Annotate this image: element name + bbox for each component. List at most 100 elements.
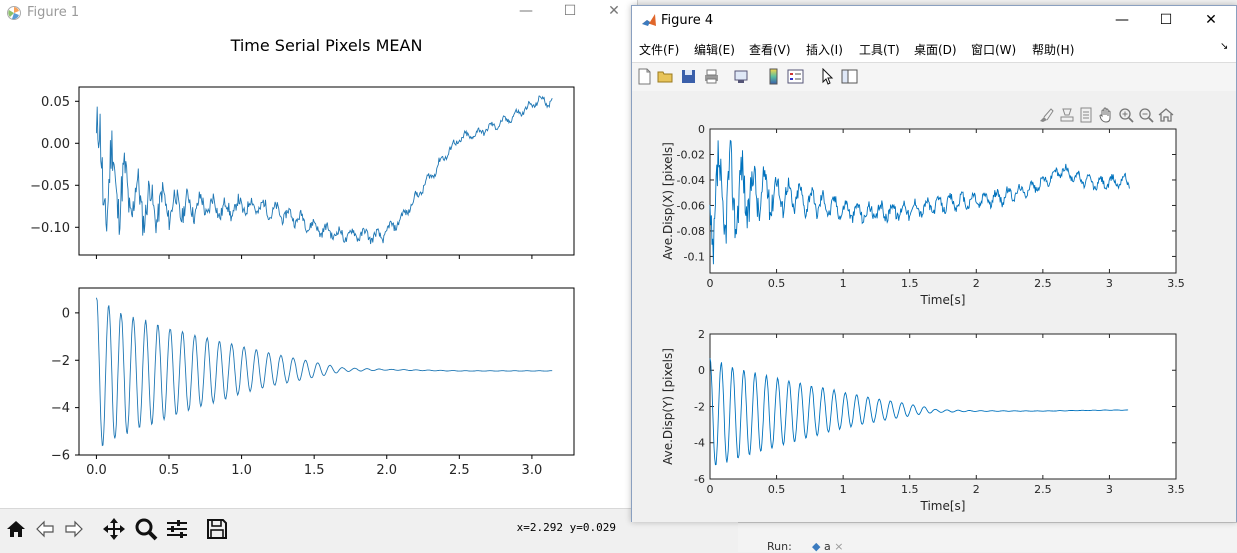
- zoom-in-icon[interactable]: [1118, 107, 1134, 123]
- y-tick-label: −6: [51, 449, 70, 464]
- menu-insert[interactable]: 插入(I): [806, 43, 843, 57]
- edit-plot-icon[interactable]: [819, 68, 836, 85]
- axes-frame: [78, 86, 575, 256]
- save-button[interactable]: [203, 515, 231, 543]
- menu-window[interactable]: 窗口(W): [971, 43, 1017, 57]
- x-tick-label: 0.5: [159, 463, 180, 478]
- x-tick-label: 2: [973, 277, 980, 290]
- x-tick-label: 1: [840, 483, 847, 496]
- configure-subplots-button[interactable]: [163, 515, 191, 543]
- y-tick-label: 0: [698, 364, 705, 377]
- figure4-maximize-button[interactable]: ☐: [1159, 12, 1173, 28]
- x-tick-label: 1.5: [901, 277, 919, 290]
- menu-help[interactable]: 帮助(H): [1032, 43, 1075, 57]
- y-tick-label: −0.05: [30, 179, 70, 194]
- menu-tools[interactable]: 工具(T): [859, 43, 900, 57]
- y-tick-label: -0.02: [677, 148, 705, 161]
- y-tick-label: 0: [698, 123, 705, 136]
- x-tick-label: 2.5: [1034, 277, 1052, 290]
- x-tick-label: 1.0: [231, 463, 252, 478]
- x-tick-label: 0.5: [768, 277, 786, 290]
- y-tick-label: −0.10: [30, 221, 70, 236]
- y-axis-label: Ave.Disp(Y) [pixels]: [661, 348, 675, 465]
- open-icon[interactable]: [657, 68, 674, 85]
- series-line: [709, 139, 1130, 265]
- matlab-logo-icon: [642, 14, 656, 26]
- run-label: Run:: [767, 540, 792, 553]
- x-tick-label: 2.5: [449, 463, 470, 478]
- figure1-minimize-button[interactable]: —: [519, 3, 533, 19]
- ide-run-strip: [738, 522, 1237, 552]
- x-tick-label: 1.5: [304, 463, 325, 478]
- x-axis-label: Time[s]: [920, 293, 966, 307]
- menu-edit[interactable]: 编辑(E): [694, 43, 735, 57]
- series-line: [709, 358, 1129, 466]
- back-button[interactable]: [31, 515, 59, 543]
- figure4-minimize-button[interactable]: —: [1115, 12, 1129, 28]
- home-icon[interactable]: [1158, 107, 1174, 123]
- x-tick-label: 2: [973, 483, 980, 496]
- x-tick-label: 3.0: [522, 463, 543, 478]
- y-tick-label: -4: [694, 437, 705, 450]
- x-tick-label: 3: [1106, 277, 1113, 290]
- y-tick-label: -2: [694, 400, 705, 413]
- menu-file[interactable]: 文件(F): [639, 43, 680, 57]
- pan-icon[interactable]: [1098, 107, 1114, 123]
- x-axis-label: Time[s]: [920, 499, 966, 513]
- y-tick-label: -6: [694, 473, 705, 486]
- brush-icon[interactable]: [1038, 107, 1054, 123]
- x-tick-label: 0.0: [86, 463, 107, 478]
- y-tick-label: 2: [698, 328, 705, 341]
- run-tab-label: a: [823, 540, 831, 553]
- home-button[interactable]: [2, 515, 30, 543]
- x-tick-label: 1.5: [901, 483, 919, 496]
- y-tick-label: -0.06: [677, 199, 705, 212]
- chart-title: Time Serial Pixels MEAN: [230, 36, 423, 55]
- figure4-bottom-axes: 0 0.5 1 1.5 2 2.5 3 3.5 2 0 -2 -4 -6 Time[s] Ave.Disp(…: [661, 328, 1185, 513]
- figure4-top-axes: 0 0.5 1 1.5 2 2.5 3 3.5 0 -0.02 -0.04 -0.06 -0.08 -0.…: [661, 123, 1185, 307]
- series-line: [95, 95, 553, 245]
- data-tips-icon[interactable]: [1059, 107, 1075, 123]
- figure1-bottom-axes: 0.0 0.5 1.0 1.5 2.0 2.5 3.0 0 −2 −4 −6: [51, 287, 575, 478]
- y-tick-label: 0: [62, 306, 70, 321]
- save-icon: [207, 519, 227, 539]
- configure-subplots-icon: [167, 520, 187, 538]
- figure1-close-button[interactable]: ✕: [608, 3, 620, 19]
- figure1-titlebar[interactable]: Figure 1 — ☐ ✕: [0, 0, 638, 26]
- x-tick-label: 0: [707, 277, 714, 290]
- forward-arrow-icon: [65, 520, 83, 538]
- link-icon[interactable]: [733, 68, 750, 85]
- x-tick-label: 3.5: [1167, 483, 1185, 496]
- zoom-out-icon[interactable]: [1138, 107, 1154, 123]
- colorbar-icon[interactable]: [765, 68, 782, 85]
- figure1-title: Figure 1: [27, 5, 80, 20]
- axes-toolbar: [1038, 105, 1188, 125]
- pan-button[interactable]: [100, 515, 128, 543]
- figure4-title: Figure 4: [661, 13, 714, 28]
- figure1-toolbar: x=2.292 y=0.029: [0, 508, 638, 552]
- figure4-canvas[interactable]: 0 0.5 1 1.5 2 2.5 3 3.5 0 -0.02 -0.04 -0.06 -0.08 -0.…: [632, 91, 1236, 522]
- figure1-maximize-button[interactable]: ☐: [563, 3, 577, 19]
- figure4-close-button[interactable]: ✕: [1205, 12, 1217, 28]
- menu-view[interactable]: 查看(V): [749, 43, 791, 57]
- run-tab-close-icon[interactable]: ×: [834, 540, 844, 553]
- series-line: [95, 297, 553, 447]
- menu-overflow-icon[interactable]: ↘: [1220, 41, 1229, 52]
- export-icon[interactable]: [1078, 107, 1094, 123]
- print-icon[interactable]: [703, 68, 720, 85]
- save-icon[interactable]: [680, 68, 697, 85]
- legend-icon[interactable]: [787, 68, 804, 85]
- property-inspector-icon[interactable]: [841, 68, 858, 85]
- zoom-button[interactable]: [132, 515, 160, 543]
- forward-button[interactable]: [60, 515, 88, 543]
- new-figure-icon[interactable]: [636, 68, 653, 85]
- figure4-titlebar[interactable]: Figure 4 — ☐ ✕: [632, 6, 1236, 36]
- menu-desktop[interactable]: 桌面(D): [914, 43, 957, 57]
- y-tick-label: −4: [51, 401, 70, 416]
- figure4-window: Figure 4 — ☐ ✕ 文件(F) 编辑(E) 查看(V) 插入(I) 工…: [631, 5, 1237, 522]
- run-tab[interactable]: ◆ a ×: [812, 540, 843, 553]
- y-tick-label: 0.00: [41, 137, 70, 152]
- pan-icon: [103, 518, 125, 540]
- back-arrow-icon: [36, 520, 54, 538]
